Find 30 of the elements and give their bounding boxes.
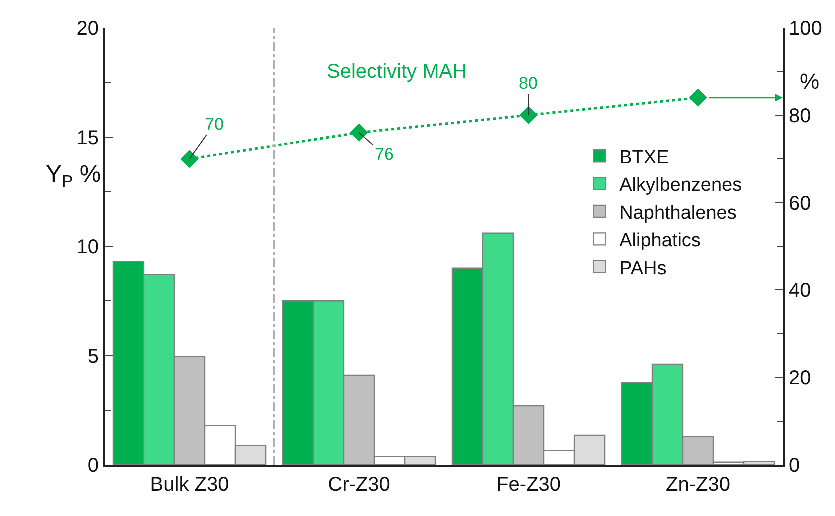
legend-label: PAHs	[620, 258, 667, 280]
x-tick-label: Cr-Z30	[328, 474, 390, 496]
data-label: 70	[205, 115, 224, 134]
y2-tick-label: 20	[789, 368, 812, 390]
legend-label: Aliphatics	[620, 230, 701, 252]
point	[350, 124, 368, 142]
y2-tick-label: 100	[789, 18, 822, 40]
y2-tick-label: 80	[789, 105, 812, 128]
y2-tick-label: 40	[789, 280, 812, 302]
y-tick-label: 5	[88, 346, 99, 368]
y2-tick-label: 0	[789, 455, 800, 477]
legend-label: BTXE	[620, 148, 670, 169]
point	[689, 88, 708, 108]
point	[180, 150, 199, 168]
series-label: Selectivity MAH	[327, 61, 468, 83]
x-tick-label: Zn-Z30	[666, 474, 730, 496]
y-axis-title: Y$_{P}$ %	[46, 161, 102, 192]
data-label: 76	[375, 145, 394, 164]
y2-tick-label: 60	[789, 192, 812, 215]
y-tick-label: 20	[76, 18, 99, 40]
legend-label: Alkylbenzenes	[620, 175, 742, 196]
x-tick-label: Fe-Z30	[496, 474, 561, 496]
data-label: 80	[519, 74, 538, 93]
x-tick-label: Bulk Z30	[150, 474, 230, 496]
y-tick-label: 0	[88, 455, 99, 477]
point	[520, 106, 538, 124]
y2-axis-title: %	[800, 69, 820, 94]
y-tick-label: 15	[76, 127, 99, 150]
y-tick-label: 10	[76, 236, 99, 258]
legend-label: Naphthalenes	[620, 202, 737, 224]
